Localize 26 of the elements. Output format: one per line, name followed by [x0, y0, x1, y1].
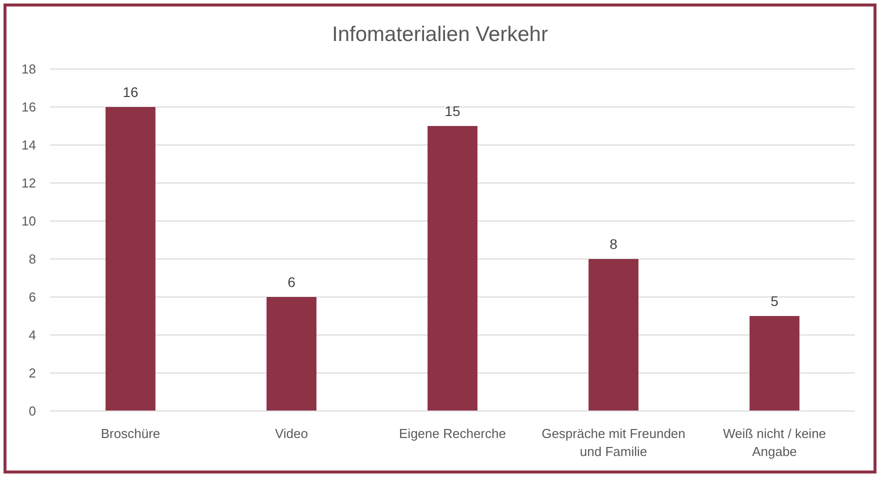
- y-tick-label: 16: [22, 100, 36, 115]
- y-tick-label: 4: [28, 328, 36, 343]
- y-tick-label: 14: [22, 138, 36, 153]
- bar: [588, 259, 638, 411]
- bar: [106, 107, 156, 411]
- data-label: 16: [122, 84, 138, 100]
- y-tick-label: 0: [28, 404, 36, 419]
- x-tick-label: Broschüre: [100, 426, 160, 441]
- y-tick-label: 10: [22, 214, 36, 229]
- y-tick-label: 8: [28, 252, 36, 267]
- x-tick-label: Video: [274, 426, 308, 441]
- y-tick-label: 12: [22, 176, 36, 191]
- y-tick-label: 18: [22, 62, 36, 77]
- data-label: 15: [444, 103, 460, 119]
- x-tick-label: Gespräche mit Freunden und Familie: [542, 426, 686, 459]
- data-label: 6: [288, 274, 296, 290]
- chart-title: Infomaterialien Verkehr: [332, 23, 548, 46]
- data-label: 5: [770, 293, 779, 309]
- y-tick-label: 6: [28, 290, 36, 305]
- y-tick-label: 2: [28, 366, 36, 381]
- data-label: 8: [610, 236, 618, 252]
- bar: [266, 297, 316, 411]
- bar: [428, 126, 478, 411]
- x-tick-label: Eigene Recherche: [399, 426, 506, 441]
- x-tick-label: Weiß nicht / keine Angabe: [722, 426, 826, 459]
- bar: [750, 316, 800, 411]
